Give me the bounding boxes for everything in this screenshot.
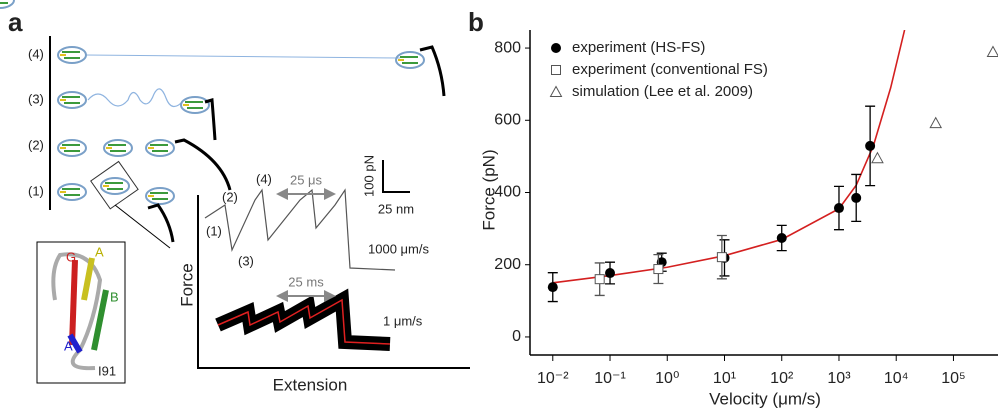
panel-a: a (4) (3) (2) (1) G A B A I91 Force Exte… bbox=[0, 0, 470, 394]
interval-label: 25 ms bbox=[288, 274, 324, 289]
fe-axes bbox=[197, 195, 470, 369]
interval-label: 25 μs bbox=[290, 172, 323, 187]
point bbox=[605, 268, 616, 279]
x-tick-label: 10⁻¹ bbox=[594, 370, 626, 387]
x-tick-label: 10⁻² bbox=[537, 370, 569, 387]
point bbox=[776, 233, 787, 243]
y-tick-label: 400 bbox=[494, 184, 521, 201]
peak-label: (2) bbox=[222, 189, 238, 204]
y-tick-label: 200 bbox=[494, 256, 521, 273]
point bbox=[929, 116, 943, 129]
ribbon bbox=[51, 252, 109, 371]
legend-label: experiment (conventional FS) bbox=[572, 61, 768, 78]
peak-label: (4) bbox=[256, 171, 272, 186]
point bbox=[871, 151, 884, 164]
row-label: (1) bbox=[28, 183, 44, 198]
point bbox=[594, 274, 605, 285]
peak-label: (1) bbox=[206, 223, 222, 238]
x-tick-label: 10³ bbox=[827, 370, 851, 387]
legend-label: experiment (HS-FS) bbox=[572, 39, 705, 56]
point bbox=[833, 203, 844, 214]
point bbox=[986, 45, 998, 58]
y-tick-label: 0 bbox=[512, 328, 521, 345]
fit-line bbox=[552, 30, 906, 284]
x-tick-label: 10¹ bbox=[713, 370, 736, 387]
panel-b: b 0 200 400 600 800 10⁻² 10⁻¹ 10⁰ 10¹ 10² 10³ 10⁴ 10⁵… bbox=[468, 7, 998, 408]
x-tick-label: 10⁰ bbox=[655, 370, 679, 387]
point bbox=[547, 282, 558, 293]
peak-label: (3) bbox=[238, 253, 254, 268]
legend-marker bbox=[551, 65, 561, 75]
strand-label: A bbox=[64, 338, 73, 353]
point bbox=[653, 264, 664, 275]
scale-label: 100 pN bbox=[361, 155, 376, 197]
row-label: (3) bbox=[28, 91, 44, 106]
strand-label: B bbox=[110, 289, 119, 304]
x-axis-label: Velocity (μm/s) bbox=[709, 389, 821, 408]
speed-label: 1000 μm/s bbox=[368, 241, 429, 256]
row-label: (4) bbox=[28, 46, 44, 61]
point bbox=[851, 192, 862, 203]
slow-trace bbox=[215, 288, 391, 351]
x-tick-label: 10² bbox=[770, 370, 794, 387]
y-axis-label: Force (pN) bbox=[479, 149, 498, 230]
fast-trace bbox=[204, 188, 396, 271]
strand-label: A bbox=[95, 244, 104, 259]
slow-fit bbox=[217, 298, 391, 345]
y-tick-label: 800 bbox=[494, 39, 521, 56]
panel-label: b bbox=[468, 7, 484, 37]
scale-bar bbox=[382, 160, 410, 193]
scale-label: 25 nm bbox=[378, 201, 414, 216]
point bbox=[716, 252, 727, 263]
strand-label: G bbox=[66, 249, 76, 264]
proteins bbox=[0, 0, 425, 249]
point bbox=[865, 140, 876, 151]
legend-marker bbox=[551, 43, 561, 53]
panel-label: a bbox=[8, 7, 23, 37]
fe-xlabel: Extension bbox=[273, 375, 348, 394]
fe-ylabel: Force bbox=[177, 263, 196, 306]
inset bbox=[36, 241, 126, 384]
domain-label: I91 bbox=[98, 363, 116, 378]
speed-label: 1 μm/s bbox=[383, 313, 423, 328]
x-tick-label: 10⁵ bbox=[941, 370, 965, 387]
plot-area bbox=[547, 30, 998, 303]
legend-label: simulation (Lee et al. 2009) bbox=[572, 83, 753, 100]
legend-marker bbox=[549, 85, 563, 97]
cantilevers bbox=[147, 45, 446, 243]
row-label: (2) bbox=[28, 137, 44, 152]
x-tick-label: 10⁴ bbox=[884, 370, 909, 387]
y-tick-label: 600 bbox=[494, 111, 521, 128]
